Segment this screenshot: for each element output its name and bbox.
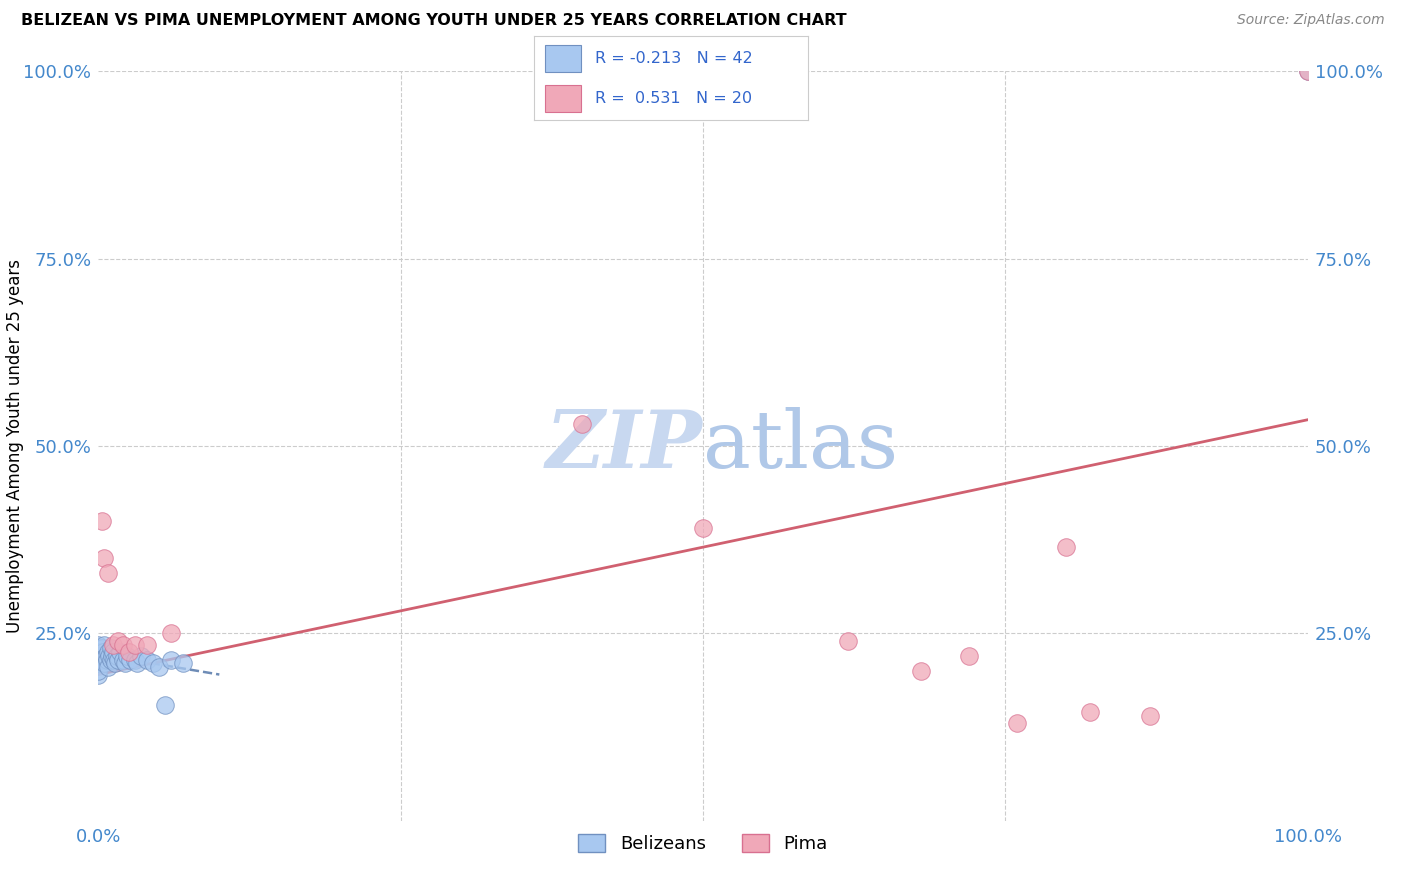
Point (87, 652, 110, 666)
Point (1054, 540, 1077, 554)
Point (148, 660, 170, 674)
Text: atlas: atlas (703, 407, 898, 485)
Bar (546, 85, 581, 112)
Point (91, 514, 114, 528)
Point (91, 641, 114, 656)
Point (107, 633, 129, 648)
Text: R =  0.531   N = 20: R = 0.531 N = 20 (595, 91, 752, 106)
Point (97, 660, 120, 674)
Text: R = -0.213   N = 42: R = -0.213 N = 42 (595, 51, 752, 66)
Point (100, 652, 122, 666)
Point (124, 652, 146, 666)
Point (97, 645, 120, 659)
Point (91, 645, 114, 659)
Point (87, 667, 110, 681)
Point (127, 657, 149, 671)
Point (1139, 708, 1161, 723)
Point (692, 521, 714, 535)
Point (87, 648, 110, 663)
Point (87, 657, 110, 671)
Point (93, 657, 115, 671)
Point (160, 626, 183, 640)
Point (108, 645, 131, 659)
Bar (546, 45, 581, 72)
Point (111, 638, 134, 652)
Legend: Belizeans, Pima: Belizeans, Pima (571, 827, 835, 860)
Point (98, 648, 121, 663)
Point (107, 652, 129, 666)
Y-axis label: Unemployment Among Youth under 25 years: Unemployment Among Youth under 25 years (6, 259, 24, 633)
Point (1078, 705, 1101, 719)
Point (1296, 64, 1319, 78)
Point (153, 698, 176, 712)
Point (114, 657, 136, 671)
Point (129, 648, 152, 663)
Point (124, 638, 146, 652)
Point (100, 648, 122, 663)
Point (111, 652, 134, 666)
Point (118, 652, 141, 666)
Point (94, 648, 117, 663)
Point (87, 664, 110, 678)
Point (142, 657, 165, 671)
Point (837, 633, 859, 648)
Point (93, 551, 115, 566)
Point (1007, 716, 1029, 731)
Point (101, 638, 124, 652)
Point (117, 648, 139, 663)
Point (571, 417, 593, 431)
Point (135, 652, 157, 666)
Point (105, 648, 128, 663)
Point (172, 657, 194, 671)
Point (96, 652, 118, 666)
Point (910, 664, 932, 678)
Point (104, 657, 127, 671)
Point (118, 645, 141, 659)
Point (957, 648, 980, 663)
Point (103, 652, 125, 666)
Point (91, 652, 114, 666)
Point (87, 641, 110, 656)
Point (100, 641, 122, 656)
Point (101, 645, 124, 659)
Point (160, 652, 183, 666)
Text: ZIP: ZIP (546, 408, 703, 484)
Point (97, 566, 120, 581)
Point (87, 638, 110, 652)
Point (90, 648, 112, 663)
Point (135, 638, 157, 652)
Text: BELIZEAN VS PIMA UNEMPLOYMENT AMONG YOUTH UNDER 25 YEARS CORRELATION CHART: BELIZEAN VS PIMA UNEMPLOYMENT AMONG YOUT… (21, 13, 846, 29)
Point (93, 638, 115, 652)
Point (87, 645, 110, 659)
Point (1296, 64, 1319, 78)
Text: Source: ZipAtlas.com: Source: ZipAtlas.com (1237, 13, 1385, 28)
